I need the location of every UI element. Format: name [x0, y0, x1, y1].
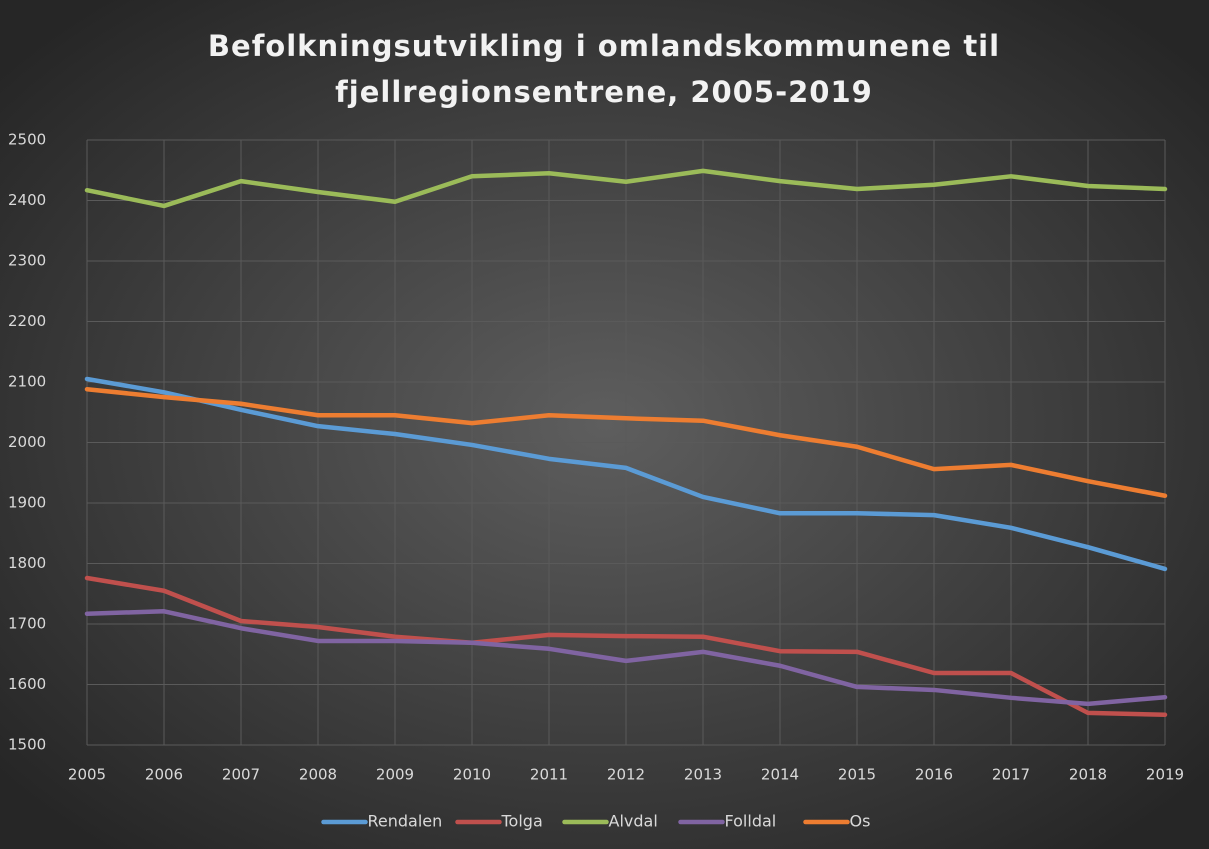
y-tick-label: 2100	[8, 373, 46, 391]
legend-label: Tolga	[501, 812, 543, 831]
series-line	[84, 609, 1168, 707]
x-tick-label: 2016	[915, 766, 953, 784]
x-tick-label: 2008	[299, 766, 337, 784]
series-line	[84, 376, 1168, 572]
series-line	[84, 168, 1168, 209]
x-tick-label: 2012	[607, 766, 645, 784]
legend-label: Os	[850, 812, 871, 831]
x-tick-label: 2013	[684, 766, 722, 784]
legend-label: Rendalen	[368, 812, 443, 831]
x-tick-label: 2017	[992, 766, 1030, 784]
series-line	[84, 575, 1168, 717]
y-tick-label: 1800	[8, 554, 46, 572]
y-tick-label: 1900	[8, 494, 46, 512]
y-tick-label: 1500	[8, 736, 46, 754]
x-tick-label: 2007	[222, 766, 260, 784]
y-tick-label: 2200	[8, 312, 46, 330]
x-tick-label: 2018	[1069, 766, 1107, 784]
y-tick-label: 1700	[8, 615, 46, 633]
y-tick-label: 1600	[8, 675, 46, 693]
y-tick-label: 2300	[8, 252, 46, 270]
x-tick-label: 2006	[145, 766, 183, 784]
x-tick-label: 2010	[453, 766, 491, 784]
y-tick-label: 2400	[8, 191, 46, 209]
x-tick-label: 2015	[838, 766, 876, 784]
y-tick-label: 2500	[8, 131, 46, 149]
chart-title: Befolkningsutvikling i omlandskommunene …	[208, 29, 1000, 63]
x-tick-label: 2019	[1146, 766, 1184, 784]
x-tick-label: 2009	[376, 766, 414, 784]
legend-label: Folldal	[725, 812, 777, 831]
x-tick-label: 2014	[761, 766, 799, 784]
x-tick-label: 2011	[530, 766, 568, 784]
series-line	[84, 387, 1168, 498]
chart-title: fjellregionsentrene, 2005-2019	[335, 75, 873, 109]
y-tick-label: 2000	[8, 433, 46, 451]
legend-label: Alvdal	[609, 812, 658, 831]
x-tick-label: 2005	[68, 766, 106, 784]
